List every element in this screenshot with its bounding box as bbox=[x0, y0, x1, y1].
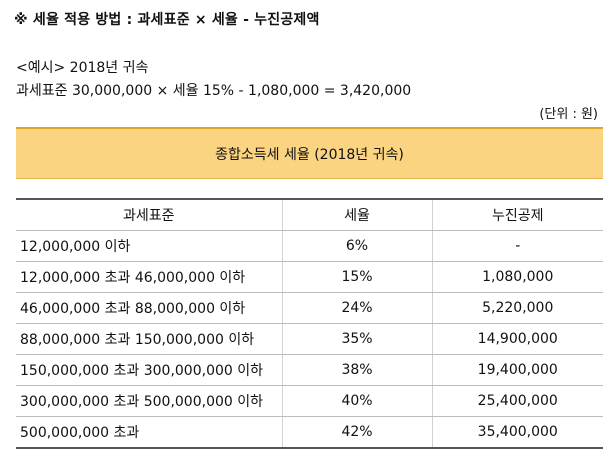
deduction-cell: 14,900,000 bbox=[431, 323, 603, 355]
page-heading: ※ 세율 적용 방법 : 과세표준 × 세율 - 누진공제액 bbox=[14, 12, 320, 28]
tax-base-cell: 12,000,000 초과 46,000,000 이하 bbox=[16, 261, 283, 293]
table-row: 12,000,000 초과 46,000,000 이하 15% 1,080,00… bbox=[16, 261, 603, 293]
table-row: 150,000,000 초과 300,000,000 이하 38% 19,400… bbox=[16, 354, 603, 386]
deduction-cell: 5,220,000 bbox=[431, 292, 603, 324]
table-title: 종합소득세 세율 (2018년 귀속) bbox=[215, 146, 404, 163]
table-row: 300,000,000 초과 500,000,000 이하 40% 25,400… bbox=[16, 385, 603, 417]
table-header-row: 과세표준 세율 누진공제 bbox=[16, 198, 603, 231]
tax-rate-cell: 6% bbox=[281, 230, 433, 262]
header-progressive-deduction: 누진공제 bbox=[431, 198, 603, 231]
tax-rate-cell: 38% bbox=[281, 354, 433, 386]
table-title-banner: 종합소득세 세율 (2018년 귀속) bbox=[16, 127, 603, 179]
tax-base-cell: 46,000,000 초과 88,000,000 이하 bbox=[16, 292, 283, 324]
header-tax-base: 과세표준 bbox=[16, 198, 283, 231]
example-title: <예시> 2018년 귀속 bbox=[16, 60, 149, 76]
deduction-cell: 35,400,000 bbox=[431, 416, 603, 449]
deduction-cell: 19,400,000 bbox=[431, 354, 603, 386]
tax-base-cell: 12,000,000 이하 bbox=[16, 230, 283, 262]
tax-rate-cell: 15% bbox=[281, 261, 433, 293]
tax-rate-table: 과세표준 세율 누진공제 12,000,000 이하 6% - 12,000,0… bbox=[16, 198, 603, 449]
table-row: 500,000,000 초과 42% 35,400,000 bbox=[16, 416, 603, 449]
tax-base-cell: 88,000,000 초과 150,000,000 이하 bbox=[16, 323, 283, 355]
tax-rate-cell: 42% bbox=[281, 416, 433, 449]
unit-note: (단위 : 원) bbox=[539, 107, 598, 122]
example-formula: 과세표준 30,000,000 × 세율 15% - 1,080,000 = 3… bbox=[16, 83, 412, 99]
tax-rate-cell: 35% bbox=[281, 323, 433, 355]
table-row: 46,000,000 초과 88,000,000 이하 24% 5,220,00… bbox=[16, 292, 603, 324]
header-tax-rate: 세율 bbox=[281, 198, 433, 231]
tax-rate-cell: 40% bbox=[281, 385, 433, 417]
table-row: 88,000,000 초과 150,000,000 이하 35% 14,900,… bbox=[16, 323, 603, 355]
deduction-cell: 25,400,000 bbox=[431, 385, 603, 417]
deduction-cell: 1,080,000 bbox=[431, 261, 603, 293]
tax-base-cell: 300,000,000 초과 500,000,000 이하 bbox=[16, 385, 283, 417]
table-row: 12,000,000 이하 6% - bbox=[16, 230, 603, 262]
tax-base-cell: 150,000,000 초과 300,000,000 이하 bbox=[16, 354, 283, 386]
tax-rate-cell: 24% bbox=[281, 292, 433, 324]
deduction-cell: - bbox=[431, 230, 603, 262]
tax-base-cell: 500,000,000 초과 bbox=[16, 416, 283, 449]
